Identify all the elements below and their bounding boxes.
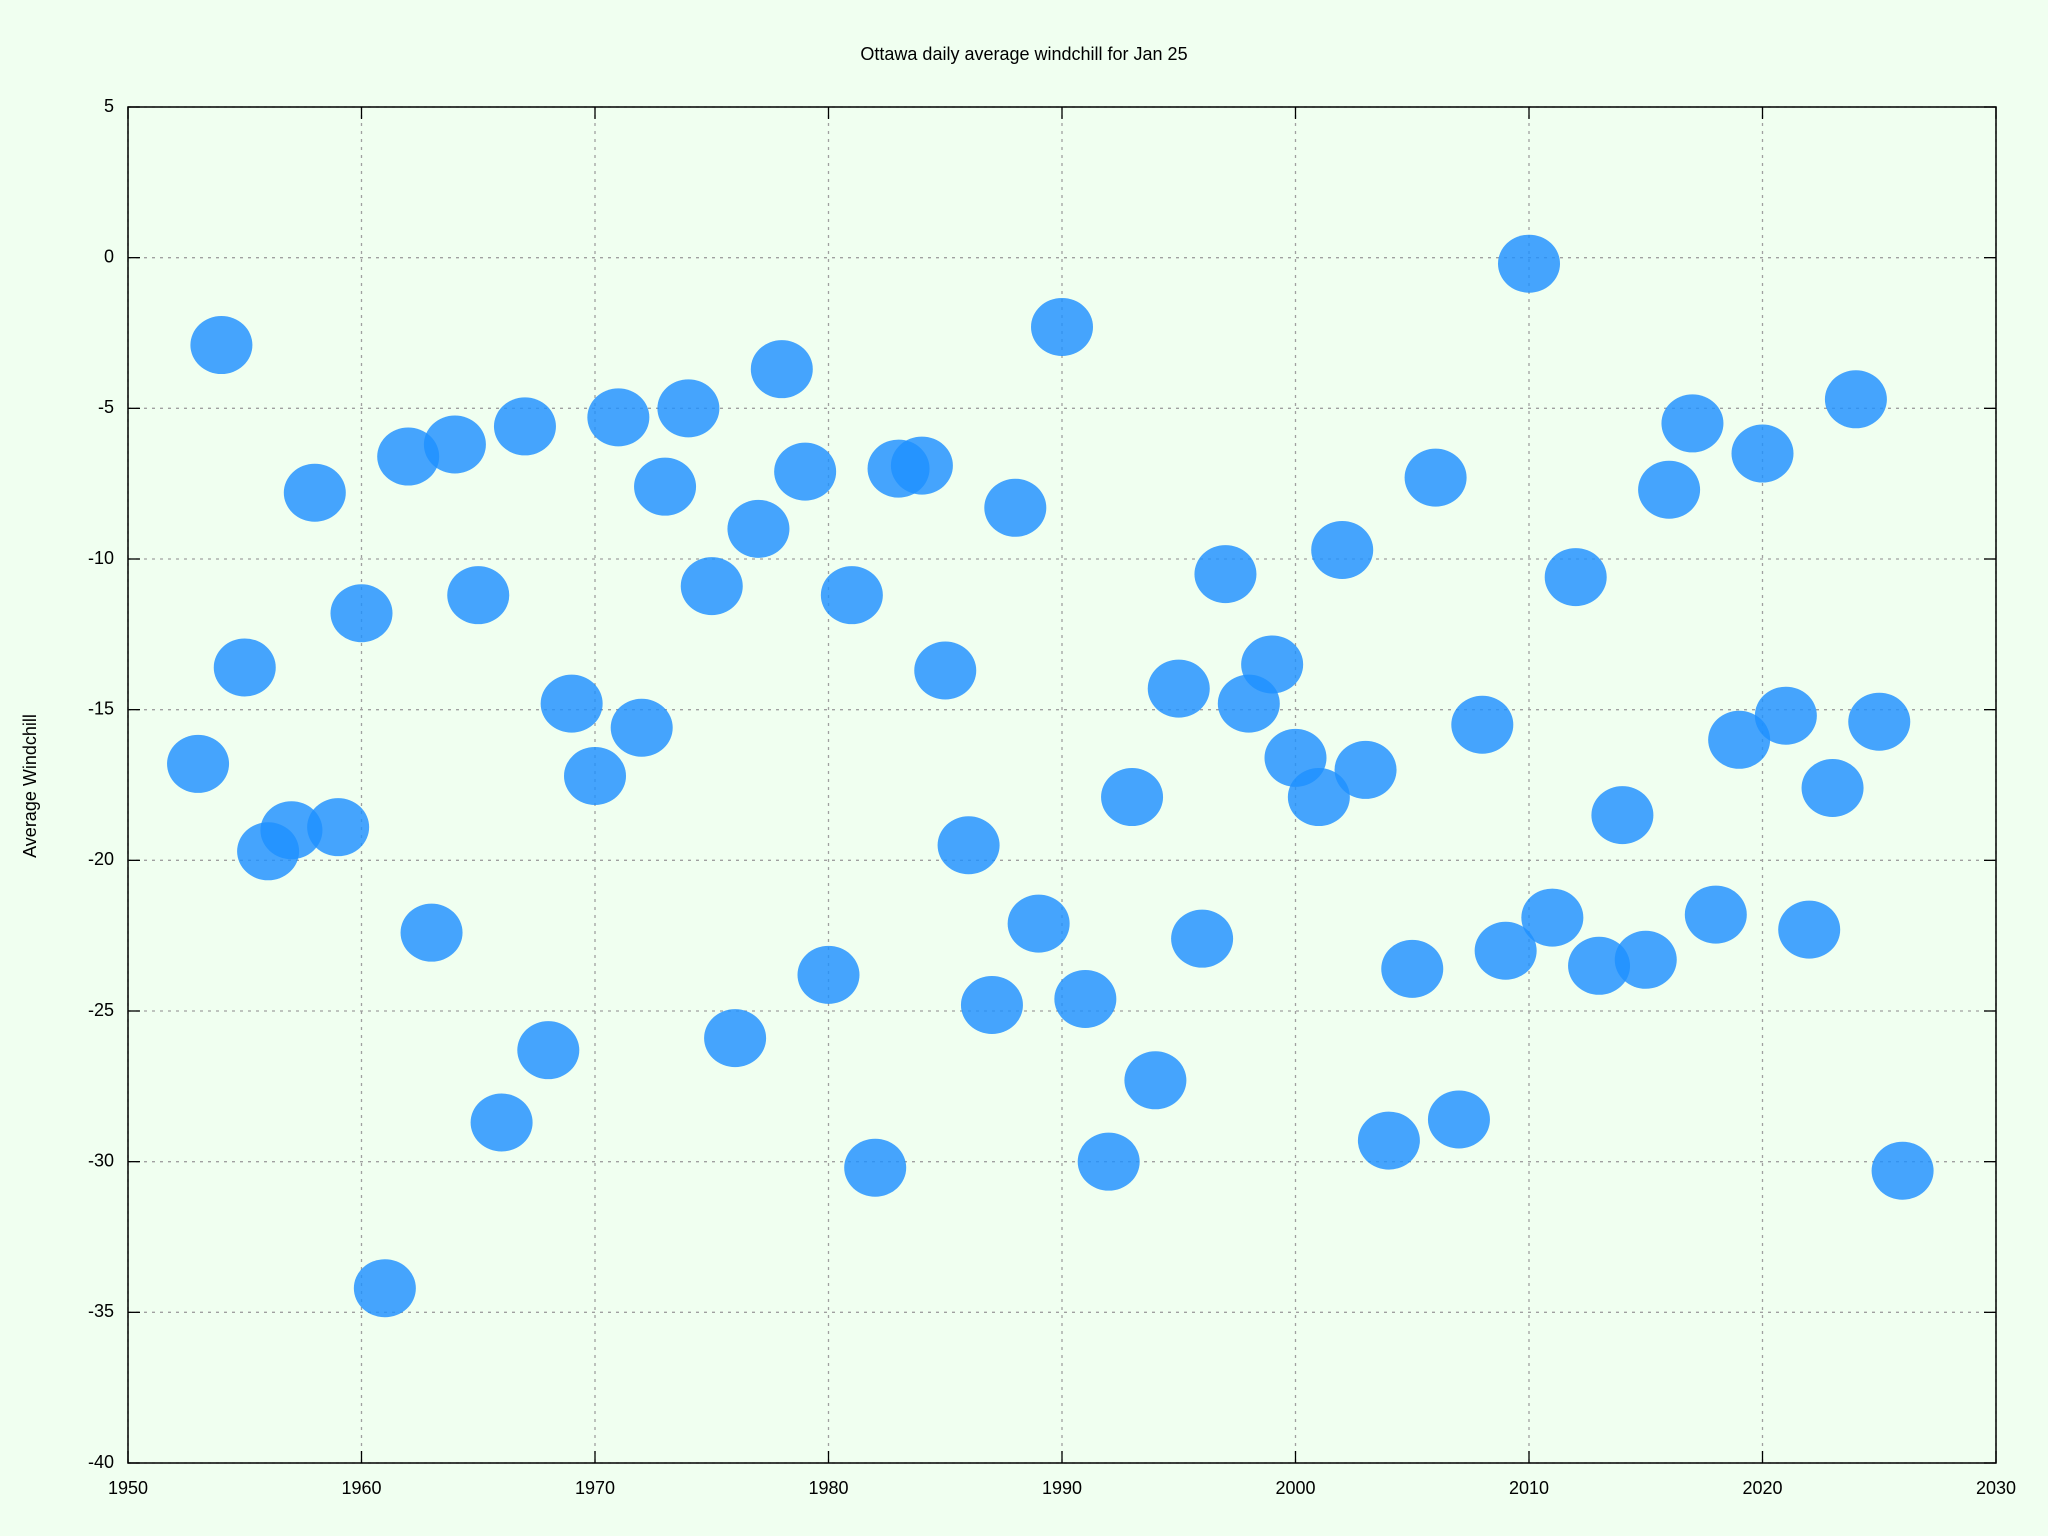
point — [984, 478, 1047, 537]
point — [1661, 394, 1724, 453]
point — [1638, 460, 1701, 519]
y-tick-label: -35 — [88, 1301, 114, 1321]
point — [914, 641, 977, 700]
point — [727, 499, 790, 558]
y-tick-label: 5 — [104, 96, 114, 116]
point — [1007, 894, 1070, 953]
y-tick-label: -25 — [88, 1000, 114, 1020]
point — [517, 1021, 580, 1080]
y-tick-label: -20 — [88, 849, 114, 869]
x-tick-label: 2010 — [1509, 1478, 1549, 1498]
point — [1194, 545, 1257, 604]
point — [1101, 768, 1164, 827]
point — [423, 415, 486, 474]
point — [260, 801, 323, 860]
point — [1031, 297, 1093, 356]
point — [1381, 939, 1444, 998]
y-axis-label: Average Windchill — [20, 714, 40, 858]
point — [1124, 1051, 1187, 1110]
y-tick-label: -15 — [88, 698, 114, 718]
point — [213, 638, 276, 697]
point — [587, 388, 650, 447]
point — [1077, 1132, 1140, 1191]
point — [1778, 900, 1841, 959]
point — [1171, 909, 1234, 968]
point — [1614, 930, 1677, 989]
point — [890, 436, 953, 495]
point — [610, 698, 673, 757]
x-tick-label: 1990 — [1042, 1478, 1082, 1498]
point — [634, 457, 697, 516]
point — [540, 674, 603, 733]
point — [820, 566, 883, 625]
point — [447, 566, 510, 625]
point — [330, 584, 393, 643]
point — [1357, 1111, 1420, 1170]
point — [1311, 520, 1374, 579]
point — [1754, 686, 1817, 745]
point — [937, 816, 1000, 875]
y-tick-label: -5 — [98, 397, 114, 417]
point — [470, 1093, 533, 1152]
point — [1871, 1141, 1934, 1200]
point — [564, 746, 626, 805]
x-tick-label: 2000 — [1275, 1478, 1315, 1498]
point — [1708, 710, 1771, 769]
point — [1848, 692, 1911, 751]
point — [1334, 740, 1397, 799]
point — [283, 463, 346, 522]
point — [704, 1009, 767, 1068]
point — [1498, 234, 1560, 293]
point — [797, 945, 860, 1004]
point — [400, 903, 463, 962]
point — [190, 316, 253, 375]
point — [493, 397, 556, 456]
point — [353, 1259, 416, 1318]
point — [1404, 448, 1467, 507]
point — [1427, 1090, 1490, 1149]
point — [960, 975, 1023, 1034]
point — [1287, 768, 1350, 827]
point — [1544, 548, 1607, 607]
point — [774, 442, 837, 501]
x-tick-label: 1960 — [341, 1478, 381, 1498]
point — [750, 340, 813, 399]
point — [844, 1138, 907, 1197]
point — [307, 798, 370, 857]
point — [680, 557, 743, 616]
y-tick-label: -40 — [88, 1452, 114, 1472]
x-tick-label: 2020 — [1742, 1478, 1782, 1498]
x-tick-label: 2030 — [1976, 1478, 2016, 1498]
point — [1684, 885, 1747, 944]
point — [1801, 759, 1864, 818]
point — [1241, 635, 1304, 694]
point — [377, 427, 440, 486]
point — [1147, 659, 1210, 718]
point — [1521, 888, 1584, 947]
chart-title: Ottawa daily average windchill for Jan 2… — [860, 44, 1187, 64]
y-tick-label: -30 — [88, 1150, 114, 1170]
y-tick-label: -10 — [88, 548, 114, 568]
point — [1054, 969, 1117, 1028]
point — [167, 734, 230, 793]
point — [1451, 695, 1514, 754]
y-tick-label: 0 — [104, 246, 114, 266]
point — [1731, 424, 1794, 483]
point — [1824, 370, 1887, 429]
plot-frame — [127, 106, 1997, 1464]
x-tick-label: 1950 — [108, 1478, 148, 1498]
x-tick-label: 1980 — [808, 1478, 848, 1498]
point — [657, 379, 720, 438]
x-tick-label: 1970 — [575, 1478, 615, 1498]
point — [1474, 921, 1537, 980]
point — [1568, 936, 1631, 995]
point — [1591, 786, 1654, 845]
